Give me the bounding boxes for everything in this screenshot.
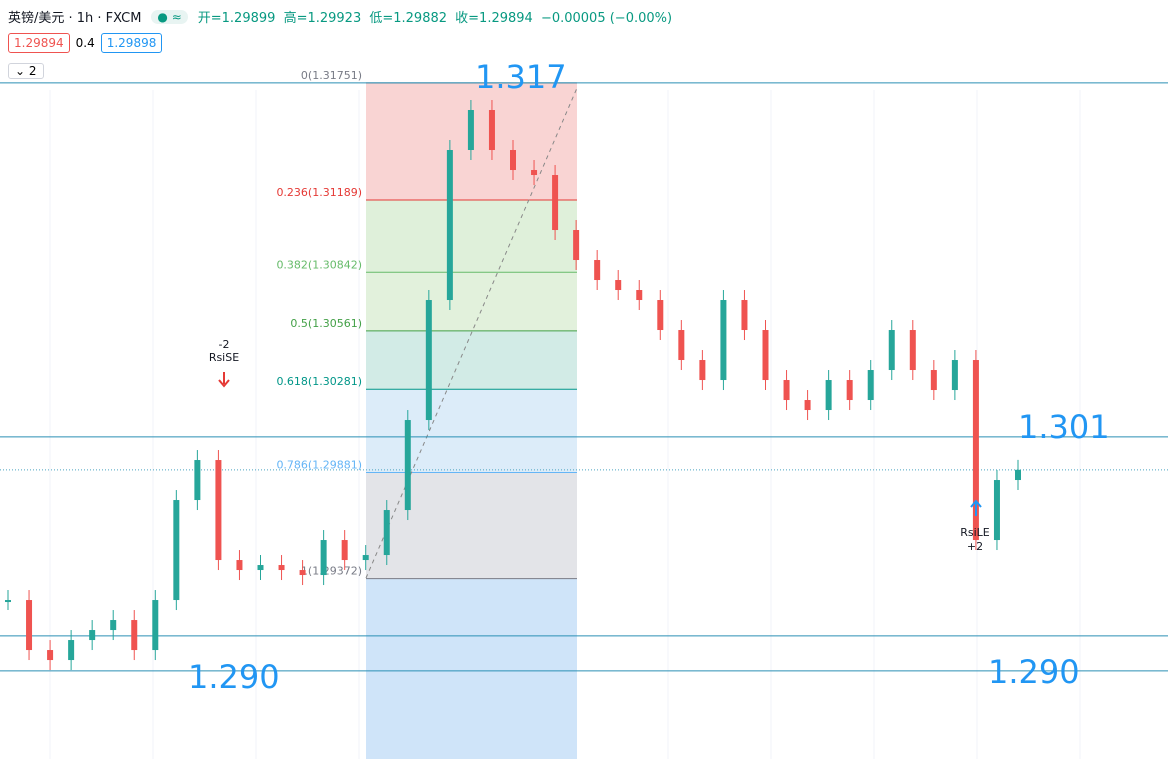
fib-band bbox=[366, 389, 577, 473]
candle-body bbox=[341, 540, 348, 561]
fib-label: 0.382(1.30842) bbox=[276, 258, 362, 271]
signal-arrow bbox=[218, 372, 230, 388]
signal-count: +2 bbox=[967, 540, 983, 553]
candle-body bbox=[425, 300, 432, 421]
candle-body bbox=[299, 570, 306, 576]
candle-body bbox=[131, 620, 138, 651]
candle-body bbox=[1015, 469, 1021, 481]
candle-body bbox=[699, 360, 706, 381]
candle-body bbox=[636, 290, 643, 301]
price-annotation: 1.317 bbox=[475, 58, 567, 96]
fib-label: 0.236(1.31189) bbox=[276, 186, 362, 199]
fib-band bbox=[366, 578, 577, 759]
header: 英镑/美元 · 1h · FXCM ● ≈ 开=1.29899 高=1.2992… bbox=[8, 7, 676, 26]
candle-body bbox=[594, 260, 601, 281]
candle-body bbox=[68, 640, 75, 661]
indicator-count: 2 bbox=[28, 64, 37, 78]
fib-label: 0.5(1.30561) bbox=[290, 317, 362, 330]
candle-body bbox=[741, 300, 748, 331]
trade-row: 1.29894 0.4 1.29898 bbox=[8, 33, 163, 53]
high: 高=1.29923 bbox=[283, 11, 362, 26]
symbol: 英镑/美元 · 1h · FXCM bbox=[8, 11, 142, 26]
fib-label: 0.618(1.30281) bbox=[276, 375, 362, 388]
fib-label: 1(1.29372) bbox=[301, 565, 362, 578]
fib-band bbox=[366, 330, 577, 390]
candle-body bbox=[804, 400, 811, 411]
candle-body bbox=[825, 380, 832, 411]
candle-body bbox=[257, 565, 264, 571]
signal-name: RsiSE bbox=[209, 351, 239, 364]
candle-body bbox=[888, 330, 895, 371]
candle-body bbox=[362, 555, 369, 561]
candle-body bbox=[783, 380, 790, 401]
candle-body bbox=[278, 565, 285, 571]
open: 开=1.29899 bbox=[197, 11, 276, 26]
candle-body bbox=[5, 600, 11, 603]
candle-body bbox=[720, 300, 727, 381]
fib-band bbox=[366, 472, 577, 579]
close: 收=1.29894 bbox=[455, 11, 533, 26]
candle-body bbox=[194, 460, 201, 501]
candle-body bbox=[552, 175, 559, 231]
candle-body bbox=[152, 600, 159, 651]
candle-body bbox=[657, 300, 664, 331]
candle-body bbox=[47, 650, 54, 661]
indicators-toggle[interactable]: ⌄ 2 bbox=[8, 63, 44, 79]
candle-body bbox=[173, 500, 180, 601]
candle-body bbox=[467, 110, 474, 151]
candle-body bbox=[846, 380, 853, 401]
candle-body bbox=[446, 150, 453, 301]
change: −0.00005 (−0.00%) bbox=[540, 11, 673, 26]
candle-body bbox=[678, 330, 685, 361]
candle-body bbox=[993, 480, 1000, 541]
candle-body bbox=[573, 230, 580, 261]
candle-body bbox=[215, 460, 222, 561]
candle-body bbox=[26, 600, 33, 651]
candle-body bbox=[909, 330, 916, 371]
spread: 0.4 bbox=[75, 36, 95, 50]
price-annotation: 1.290 bbox=[988, 653, 1080, 691]
fib-label: 0(1.31751) bbox=[301, 69, 362, 82]
signal-name: RsiLE bbox=[960, 526, 990, 539]
price-annotation: 1.301 bbox=[1018, 408, 1110, 446]
candle-body bbox=[930, 370, 937, 391]
candle-body bbox=[488, 110, 495, 151]
buy-button[interactable]: 1.29898 bbox=[100, 33, 163, 53]
low: 低=1.29882 bbox=[369, 11, 448, 26]
candle-body bbox=[510, 150, 516, 171]
candle-body bbox=[89, 630, 96, 641]
candle-body bbox=[951, 360, 958, 391]
signal-count: -2 bbox=[219, 338, 230, 351]
candle-body bbox=[972, 360, 979, 541]
candle-body bbox=[867, 370, 874, 401]
candle-body bbox=[320, 540, 327, 576]
fib-band bbox=[366, 200, 577, 273]
signal-arrow bbox=[970, 499, 982, 516]
price-annotation: 1.290 bbox=[188, 658, 280, 696]
candle-body bbox=[531, 170, 538, 176]
candle-body bbox=[110, 620, 117, 631]
sell-button[interactable]: 1.29894 bbox=[8, 33, 70, 53]
fib-trend bbox=[365, 87, 578, 579]
ohlc: 开=1.29899 高=1.29923 低=1.29882 收=1.29894 … bbox=[198, 7, 676, 26]
candle-body bbox=[615, 280, 622, 291]
candle-body bbox=[383, 510, 390, 556]
status-pill[interactable]: ● ≈ bbox=[151, 9, 188, 24]
candle-body bbox=[404, 420, 411, 511]
fib-label: 0.786(1.29881) bbox=[276, 459, 362, 472]
candle-body bbox=[236, 560, 243, 571]
fib-band bbox=[366, 272, 577, 331]
candle-body bbox=[762, 330, 769, 381]
